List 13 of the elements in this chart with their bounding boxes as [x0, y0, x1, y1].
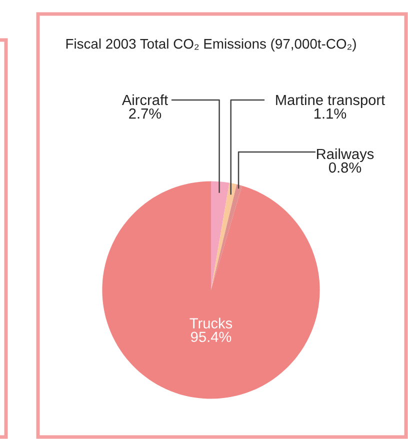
data-label: 1.1%: [314, 108, 346, 119]
slice-label: Railways: [317, 148, 374, 162]
slice-label: Martine transport: [276, 94, 386, 108]
pie-slice: [211, 182, 237, 290]
data-label: 2.7%: [129, 108, 162, 119]
pie-slice: [211, 181, 230, 290]
pie-slice: [102, 181, 320, 399]
data-label: 95.4%: [191, 332, 232, 342]
slice-label: Trucks: [190, 318, 232, 328]
pie-slice: [211, 184, 242, 290]
chart-title: Fiscal 2003 Total CO₂ Emissions (97,000t-CO₂): [66, 38, 356, 52]
slice-label: Aircraft: [122, 94, 168, 106]
data-label: 0.8%: [328, 162, 362, 173]
